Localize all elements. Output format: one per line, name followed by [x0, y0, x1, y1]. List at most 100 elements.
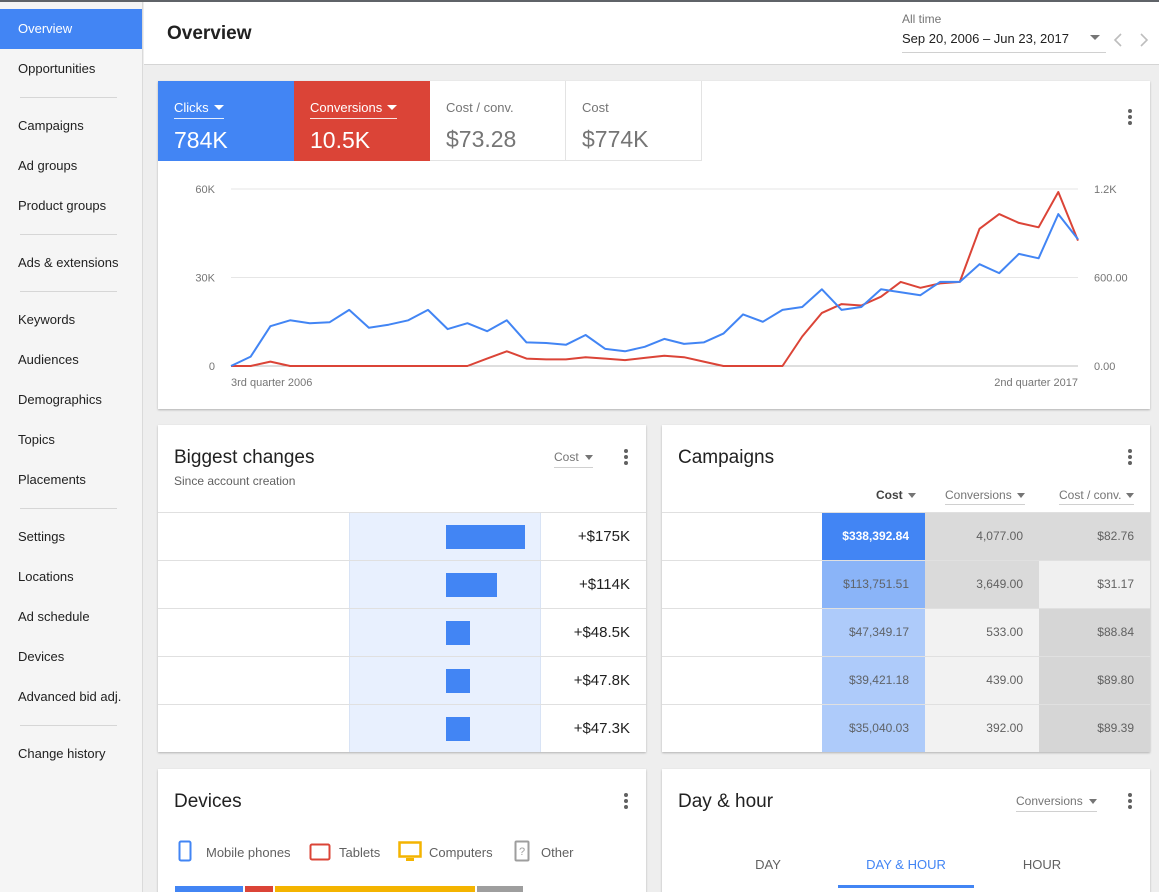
devices-card: Devices Mobile phones Tablets Computers …	[158, 769, 646, 892]
cell-conversions: 439.00	[925, 657, 1039, 704]
metric-tile-cost-per-conv[interactable]: Cost / conv. $73.28	[430, 81, 566, 161]
device-share-bar	[175, 886, 523, 892]
overview-line-chart: 60K 1.2K 30K 600.00 0 0.00 3rd quarter 2006 2nd…	[195, 184, 1127, 389]
bar-track	[349, 705, 541, 752]
day-hour-card: Day & hour Conversions DAY DAY & HOUR HO…	[662, 769, 1150, 892]
other-device-icon: ?	[514, 840, 530, 862]
table-row[interactable]: +$114K	[158, 560, 646, 608]
sidebar-divider	[20, 725, 117, 726]
metric-value: $774K	[582, 126, 649, 152]
table-row[interactable]: $338,392.84 4,077.00 $82.76	[662, 512, 1150, 560]
metric-value: 10.5K	[310, 127, 371, 153]
sidebar-divider	[20, 508, 117, 509]
more-options-icon[interactable]	[620, 791, 632, 811]
bar-track	[349, 561, 541, 608]
sidebar-item-campaigns[interactable]: Campaigns	[18, 118, 84, 133]
cell-cost-per-conv: $31.17	[1039, 561, 1150, 608]
metric-tile-clicks[interactable]: Clicks 784K	[158, 81, 294, 161]
cell-cost: $39,421.18	[822, 657, 925, 704]
metric-dropdown[interactable]: Conversions	[1016, 794, 1097, 812]
previous-period-button[interactable]	[1111, 31, 1125, 49]
sidebar-divider	[20, 291, 117, 292]
table-row[interactable]: $35,040.03 392.00 $89.39	[662, 704, 1150, 752]
cell-cost: $35,040.03	[822, 705, 925, 752]
column-header-conversions[interactable]: Conversions	[945, 488, 1025, 505]
change-bar	[446, 621, 470, 645]
tab-day-and-hour[interactable]: DAY & HOUR	[866, 857, 946, 872]
sidebar-item-product-groups[interactable]: Product groups	[18, 198, 107, 213]
metric-label: Cost / conv.	[446, 100, 514, 115]
table-row[interactable]: $39,421.18 439.00 $89.80	[662, 656, 1150, 704]
column-header-cost-per-conv[interactable]: Cost / conv.	[1059, 488, 1135, 505]
table-row[interactable]: +$175K	[158, 512, 646, 560]
x-tick-label: 3rd quarter 2006	[231, 377, 312, 389]
dropdown-caret-icon	[213, 105, 224, 110]
sidebar-divider	[20, 97, 117, 98]
more-options-icon[interactable]	[620, 447, 632, 467]
sidebar-item-advanced-bid-adj[interactable]: Advanced bid adj.	[18, 689, 122, 704]
cell-cost-per-conv: $82.76	[1039, 513, 1150, 560]
bar-track	[349, 657, 541, 704]
sidebar-item-ad-schedule[interactable]: Ad schedule	[18, 609, 90, 624]
tab-day[interactable]: DAY	[755, 857, 781, 872]
sidebar-item-settings[interactable]: Settings	[18, 529, 65, 544]
device-bar-computers	[275, 886, 475, 892]
change-bar	[446, 717, 470, 741]
chevron-left-icon	[1113, 33, 1122, 47]
device-bar-tablets	[245, 886, 273, 892]
y-tick-label-left: 30K	[195, 273, 215, 285]
card-title: Day & hour	[678, 791, 774, 812]
sidebar-item-demographics[interactable]: Demographics	[18, 392, 102, 407]
sidebar-divider	[20, 234, 117, 235]
cell-cost-per-conv: $89.39	[1039, 705, 1150, 752]
card-title: Biggest changes	[174, 447, 315, 468]
table-row[interactable]: +$48.5K	[158, 608, 646, 656]
cell-cost: $113,751.51	[822, 561, 925, 608]
computer-icon	[398, 841, 422, 861]
biggest-changes-card: Biggest changes Since account creation C…	[158, 425, 646, 752]
tab-hour[interactable]: HOUR	[1022, 857, 1062, 872]
sort-caret-icon	[907, 493, 916, 498]
column-header-cost[interactable]: Cost	[876, 488, 916, 504]
table-row[interactable]: $113,751.51 3,649.00 $31.17	[662, 560, 1150, 608]
sidebar-item-placements[interactable]: Placements	[18, 472, 86, 487]
sidebar-item-opportunities[interactable]: Opportunities	[18, 61, 96, 76]
sidebar-item-overview[interactable]: Overview	[0, 9, 142, 49]
change-bar	[446, 573, 497, 597]
sidebar-item-devices[interactable]: Devices	[18, 649, 65, 664]
metric-value: 784K	[174, 127, 228, 153]
next-period-button[interactable]	[1137, 31, 1151, 49]
metric-dropdown[interactable]: Cost	[554, 450, 593, 468]
table-row[interactable]: +$47.8K	[158, 656, 646, 704]
metric-label: Clicks	[174, 100, 224, 119]
y-tick-label-right: 1.2K	[1094, 184, 1117, 196]
sidebar-item-ads-extensions[interactable]: Ads & extensions	[18, 255, 119, 270]
sidebar-item-change-history[interactable]: Change history	[18, 746, 106, 761]
mobile-phone-icon	[178, 840, 192, 862]
overview-chart-card: Clicks 784K Conversions 10.5K Cost / con…	[158, 81, 1150, 409]
table-row[interactable]: +$47.3K	[158, 704, 646, 752]
device-bar-other	[477, 886, 523, 892]
metric-label: Cost	[582, 100, 609, 115]
series-line-clicks	[230, 213, 1079, 367]
sidebar-item-audiences[interactable]: Audiences	[18, 352, 79, 367]
page-header: Overview All time Sep 20, 2006 – Jun 23,…	[144, 2, 1159, 65]
card-title: Campaigns	[678, 447, 775, 468]
cell-conversions: 392.00	[925, 705, 1039, 752]
more-options-icon[interactable]	[1124, 447, 1136, 467]
table-row[interactable]: $47,349.17 533.00 $88.84	[662, 608, 1150, 656]
dropdown-caret-icon	[584, 455, 593, 460]
metric-tile-cost[interactable]: Cost $774K	[566, 81, 702, 161]
sidebar-item-keywords[interactable]: Keywords	[18, 312, 76, 327]
tablet-icon	[309, 843, 331, 861]
cell-cost: $47,349.17	[822, 609, 925, 656]
more-options-icon[interactable]	[1124, 791, 1136, 811]
date-range-selector[interactable]: Sep 20, 2006 – Jun 23, 2017	[902, 31, 1106, 53]
sidebar-item-ad-groups[interactable]: Ad groups	[18, 158, 78, 173]
sidebar-item-locations[interactable]: Locations	[18, 569, 74, 584]
more-options-icon[interactable]	[1124, 107, 1136, 127]
sidebar-item-topics[interactable]: Topics	[18, 432, 55, 447]
x-tick-label: 2nd quarter 2017	[994, 377, 1078, 389]
metric-tile-conversions[interactable]: Conversions 10.5K	[294, 81, 430, 161]
change-bar	[446, 525, 525, 549]
